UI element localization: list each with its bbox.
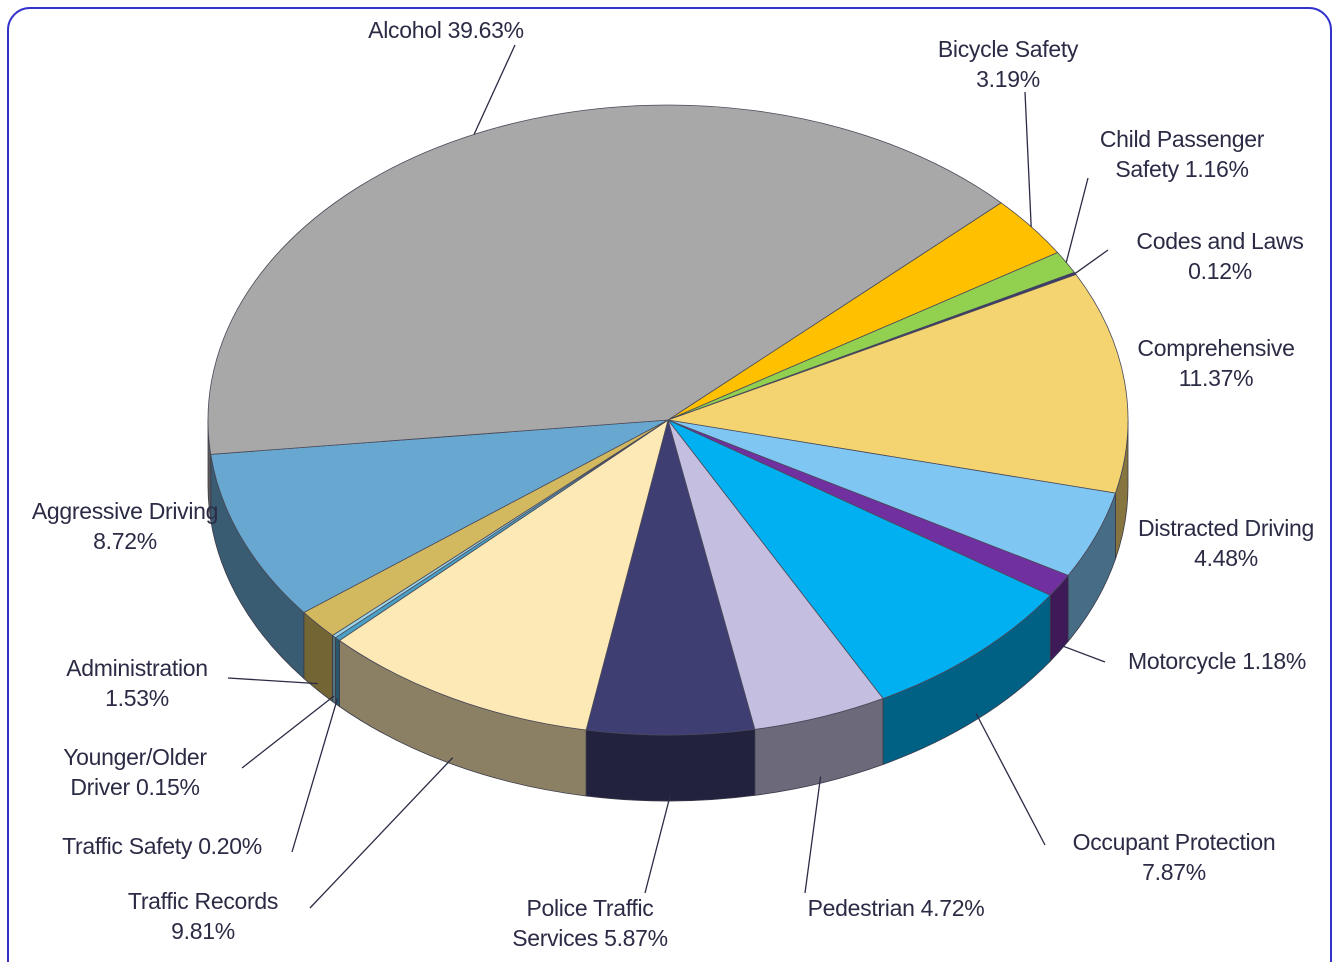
- slice-side: [332, 634, 336, 705]
- leader-line: [1065, 177, 1089, 263]
- leader-line: [975, 713, 1046, 846]
- slice-label: Pedestrian 4.72%: [776, 893, 1016, 923]
- slice-label: Administration 1.53%: [37, 653, 237, 713]
- slice: [585, 418, 756, 736]
- category-label: Motorcycle: [1127, 648, 1237, 674]
- slice: [207, 104, 1002, 455]
- leader-line: [309, 757, 454, 909]
- slice: [210, 419, 669, 613]
- slice-label: Codes and Laws 0.12%: [1113, 226, 1328, 286]
- slice-label: Motorcycle 1.18%: [1097, 646, 1333, 676]
- slice-label: Bicycle Safety 3.19%: [918, 34, 1098, 94]
- slice-label: Younger/Older Driver 0.15%: [35, 742, 235, 802]
- category-label: Comprehensive: [1137, 335, 1295, 361]
- category-label: Aggressive Driving: [31, 498, 219, 524]
- category-label: Occupant Protection: [1072, 829, 1276, 855]
- value-label: 1.18%: [1242, 648, 1306, 674]
- slice-label: Alcohol 39.63%: [296, 15, 596, 45]
- category-label: Alcohol: [368, 17, 442, 43]
- category-label: Police Traffic Services: [512, 895, 654, 951]
- value-label: 0.12%: [1188, 258, 1252, 284]
- value-label: 1.53%: [105, 685, 169, 711]
- category-label: Traffic Safety: [62, 833, 193, 859]
- slice-side: [585, 728, 756, 802]
- value-label: 4.48%: [1194, 545, 1258, 571]
- leader-line: [473, 44, 516, 135]
- slice-label: Traffic Records 9.81%: [103, 886, 303, 946]
- category-label: Younger/Older Driver: [63, 744, 207, 800]
- category-label: Traffic Records: [127, 888, 279, 914]
- slice-label: Comprehensive 11.37%: [1116, 333, 1316, 393]
- value-label: 1.16%: [1184, 156, 1249, 182]
- slice: [338, 419, 669, 731]
- slice-label: Occupant Protection 7.87%: [1049, 827, 1299, 887]
- category-label: Pedestrian: [807, 895, 915, 921]
- value-label: 4.72%: [920, 895, 985, 921]
- category-label: Bicycle Safety: [937, 36, 1079, 62]
- leader-line: [804, 776, 822, 894]
- value-label: 0.15%: [135, 774, 200, 800]
- value-label: 11.37%: [1178, 365, 1254, 391]
- leader-line: [1024, 91, 1032, 227]
- category-label: Distracted Driving: [1137, 515, 1315, 541]
- value-label: 3.19%: [976, 66, 1040, 92]
- slice-side: [335, 636, 340, 708]
- category-label: Administration: [66, 655, 208, 681]
- slice-label: Distracted Driving 4.48%: [1136, 513, 1316, 573]
- slice-label: Aggressive Driving 8.72%: [10, 496, 240, 556]
- value-label: 5.87%: [604, 925, 668, 951]
- slice-label: Police Traffic Services 5.87%: [490, 893, 690, 953]
- category-label: Child Passenger Safety: [1099, 126, 1265, 182]
- slice: [667, 419, 1051, 699]
- value-label: 39.63%: [447, 17, 525, 43]
- leader-line: [644, 794, 672, 894]
- slice-label: Child Passenger Safety 1.16%: [1082, 124, 1282, 184]
- leader-line: [227, 677, 318, 685]
- slice-label: Traffic Safety 0.20%: [32, 831, 292, 861]
- leader-line: [241, 695, 335, 769]
- value-label: 7.87%: [1142, 859, 1206, 885]
- value-label: 8.72%: [93, 528, 157, 554]
- leader-line: [291, 698, 339, 853]
- leader-line: [1059, 644, 1106, 663]
- leader-line: [1074, 249, 1109, 274]
- value-label: 0.20%: [198, 833, 262, 859]
- category-label: Codes and Laws: [1136, 228, 1304, 254]
- value-label: 9.81%: [171, 918, 235, 944]
